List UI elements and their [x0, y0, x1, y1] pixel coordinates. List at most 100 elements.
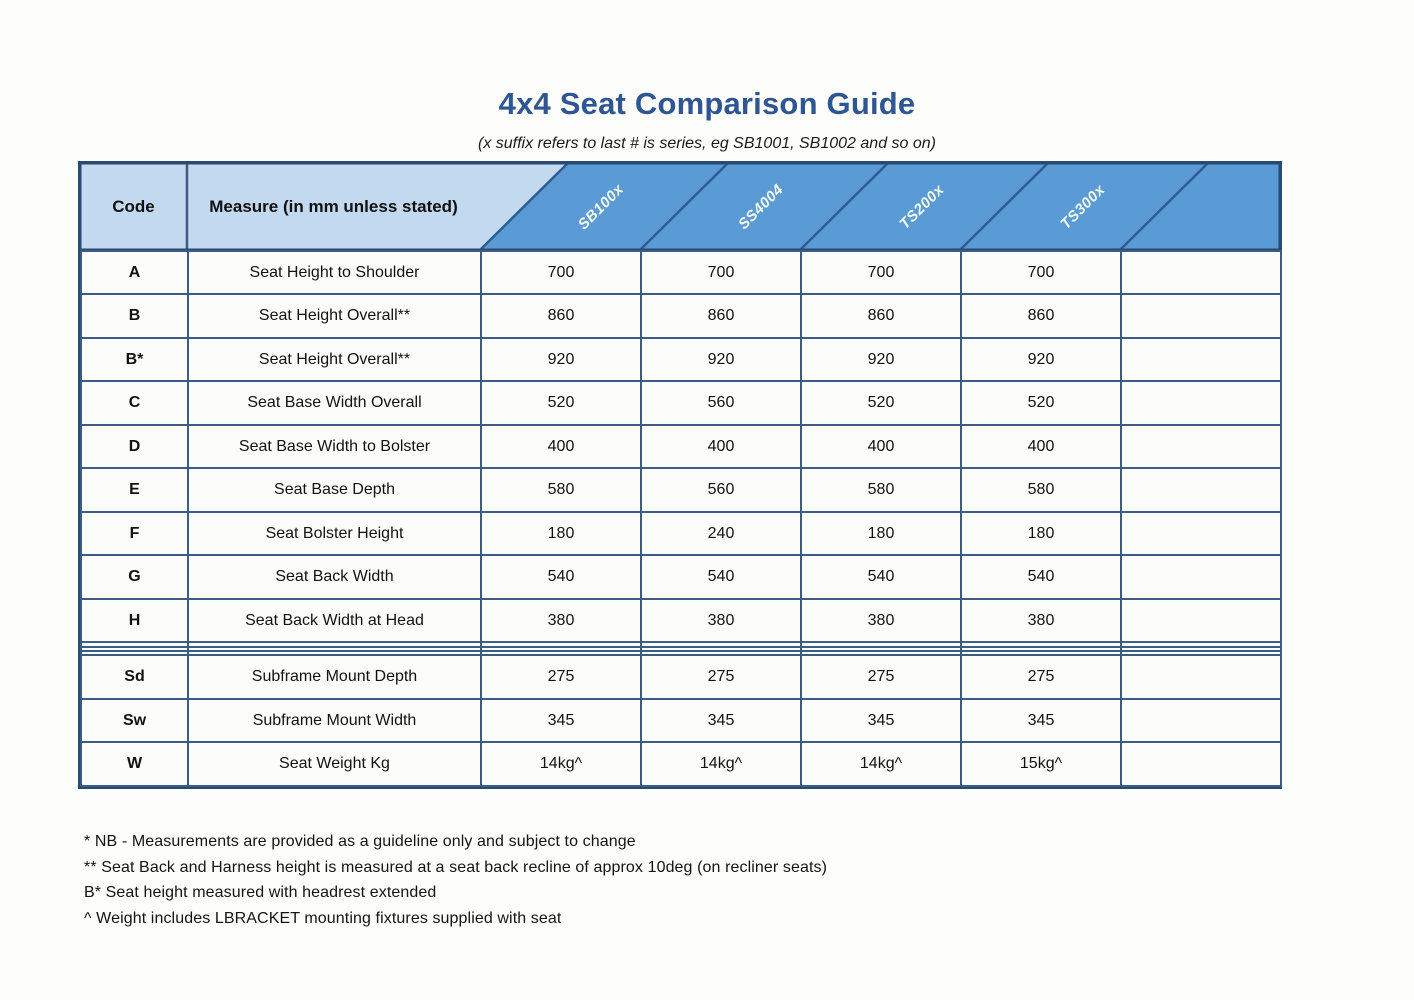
code-cell: G [80, 554, 189, 600]
page-title: 4x4 Seat Comparison Guide [498, 86, 916, 121]
value-cell: 180 [480, 510, 642, 557]
value-cell [480, 641, 642, 648]
value-cell: 180 [800, 510, 962, 557]
measure-cell: Subframe Mount Width [187, 697, 482, 744]
code-cell [80, 649, 189, 657]
value-cell: 920 [640, 336, 802, 383]
value-cell [800, 645, 962, 653]
measure-cell: Seat Back Width [187, 554, 482, 600]
value-cell: 380 [640, 597, 802, 644]
code-cell: E [80, 467, 189, 513]
value-cell: 920 [800, 336, 962, 383]
footnote-guideline: * NB - Measurements are provided as a gu… [84, 833, 636, 850]
table-row: D Seat Base Width to Bolster 400 400 400 400 [80, 423, 1282, 470]
table-row: G Seat Back Width 540 540 540 540 [80, 554, 1282, 600]
value-cell [960, 645, 1122, 653]
value-cell [1120, 423, 1282, 470]
value-cell [1120, 641, 1282, 648]
value-cell [1120, 654, 1282, 700]
value-cell [640, 645, 802, 653]
comparison-table: Code Measure (in mm unless stated) SB100… [78, 161, 1282, 789]
value-cell: 345 [960, 697, 1122, 744]
measure-cell [187, 645, 482, 653]
table-header: Code Measure (in mm unless stated) SB100… [80, 163, 1280, 250]
footnote-headrest: B* Seat height measured with headrest ex… [84, 884, 437, 901]
value-cell: 400 [480, 423, 642, 470]
value-cell: 860 [960, 293, 1122, 339]
value-cell: 14kg^ [800, 741, 962, 787]
code-cell: W [80, 741, 189, 787]
value-cell [1120, 293, 1282, 339]
value-cell [1120, 741, 1282, 787]
footnote-recline: ** Seat Back and Harness height is measu… [84, 858, 828, 876]
value-cell [1120, 380, 1282, 426]
code-cell: Sw [80, 697, 189, 744]
table-row: W Seat Weight Kg 14kg^ 14kg^ 14kg^ 15kg^ [80, 741, 1282, 787]
value-cell: 540 [640, 554, 802, 600]
value-cell: 400 [960, 423, 1122, 470]
value-cell: 345 [480, 697, 642, 744]
header-background-graphic [80, 163, 1280, 250]
measure-cell: Seat Base Depth [187, 467, 482, 513]
table-row: B* Seat Height Overall** 920 920 920 920 [80, 336, 1282, 383]
footnote-weight: ^ Weight includes LBRACKET mounting fixt… [84, 909, 562, 927]
code-cell [80, 645, 189, 653]
value-cell: 540 [800, 554, 962, 600]
value-cell: 380 [480, 597, 642, 644]
value-cell: 275 [800, 654, 962, 700]
measure-cell: Seat Height to Shoulder [187, 249, 482, 296]
value-cell: 560 [640, 380, 802, 426]
value-cell: 700 [640, 249, 802, 296]
value-cell: 275 [480, 654, 642, 700]
code-cell: A [80, 249, 189, 296]
code-cell: F [80, 510, 189, 557]
value-cell [1120, 510, 1282, 557]
value-cell: 345 [800, 697, 962, 744]
code-cell: B* [80, 336, 189, 383]
value-cell: 345 [640, 697, 802, 744]
table-row: Sw Subframe Mount Width 345 345 345 345 [80, 697, 1282, 744]
value-cell [640, 641, 802, 648]
value-cell: 380 [800, 597, 962, 644]
value-cell: 380 [960, 597, 1122, 644]
code-cell: D [80, 423, 189, 470]
value-cell: 580 [960, 467, 1122, 513]
table-row: Sd Subframe Mount Depth 275 275 275 275 [80, 654, 1282, 700]
value-cell [1120, 645, 1282, 653]
value-cell: 540 [960, 554, 1122, 600]
value-cell: 520 [480, 380, 642, 426]
value-cell [480, 649, 642, 657]
table-row: H Seat Back Width at Head 380 380 380 380 [80, 597, 1282, 644]
measure-cell: Seat Base Width to Bolster [187, 423, 482, 470]
value-cell: 920 [960, 336, 1122, 383]
table-row [80, 649, 1282, 657]
code-cell: C [80, 380, 189, 426]
measure-cell: Subframe Mount Depth [187, 654, 482, 700]
value-cell: 180 [960, 510, 1122, 557]
measure-cell: Seat Bolster Height [187, 510, 482, 557]
value-cell: 860 [800, 293, 962, 339]
page-subtitle: (x suffix refers to last # is series, eg… [477, 135, 936, 152]
table-row: E Seat Base Depth 580 560 580 580 [80, 467, 1282, 513]
table-row: F Seat Bolster Height 180 240 180 180 [80, 510, 1282, 557]
measure-cell: Seat Height Overall** [187, 293, 482, 339]
measure-column-header: Measure (in mm unless stated) [209, 196, 458, 216]
measurement-table: A Seat Height to Shoulder 700 700 700 700 B Sea… [80, 249, 1282, 787]
value-cell [800, 649, 962, 657]
value-cell [800, 641, 962, 648]
footnotes: * NB - Measurements are provided as a gu… [84, 829, 1414, 931]
value-cell: 700 [480, 249, 642, 296]
value-cell: 15kg^ [960, 741, 1122, 787]
table-row [80, 641, 1282, 648]
measure-cell: Seat Weight Kg [187, 741, 482, 787]
value-cell: 14kg^ [640, 741, 802, 787]
code-cell: B [80, 293, 189, 339]
value-cell [1120, 467, 1282, 513]
measure-cell [187, 641, 482, 648]
value-cell: 860 [480, 293, 642, 339]
code-cell [80, 641, 189, 648]
value-cell [960, 641, 1122, 648]
value-cell: 860 [640, 293, 802, 339]
measure-cell: Seat Back Width at Head [187, 597, 482, 644]
